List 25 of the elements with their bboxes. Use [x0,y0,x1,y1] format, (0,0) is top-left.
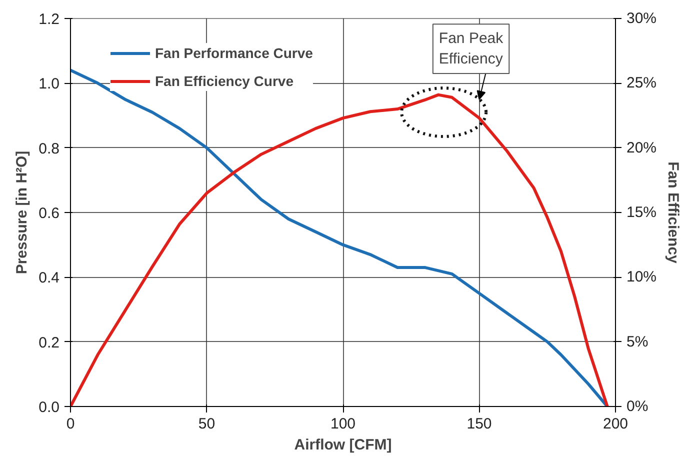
y-tick-label: 0.0 [38,399,60,416]
annotation: Fan Peak Efficiency [438,30,504,68]
x-tick-label: 0 [66,416,75,432]
y-tick-label: 0.2 [38,334,60,352]
y-tick-label: 1.2 [38,11,60,28]
x-tick-label: 150 [466,416,492,432]
y2-tick-label: 15% [626,204,657,221]
y2-tick-label: 25% [626,74,657,92]
x-axis-title: Airflow [CFM] [294,436,392,454]
legend-label: Fan Efficiency Curve [155,73,294,89]
y2-tick-label: 30% [626,10,657,27]
y2-tick-label: 20% [626,139,657,156]
x-tick-label: 100 [330,416,356,432]
y2-axis-title: Fan Efficiency [664,162,682,264]
y-tick-label: 1.0 [38,76,60,93]
y2-tick-label: 0% [626,398,648,415]
y-tick-label: 0.8 [38,140,60,158]
x-tick-label: 200 [602,416,628,432]
legend-label: Fan Performance Curve [155,45,313,61]
y-axis-title: Pressure [in H²O] [14,150,31,274]
x-tick-label: 50 [198,416,216,432]
y-tick-label: 0.6 [38,205,60,222]
y-tick-label: 0.4 [38,270,60,287]
y2-tick-label: 5% [626,333,648,350]
y2-tick-label: 10% [626,268,657,286]
